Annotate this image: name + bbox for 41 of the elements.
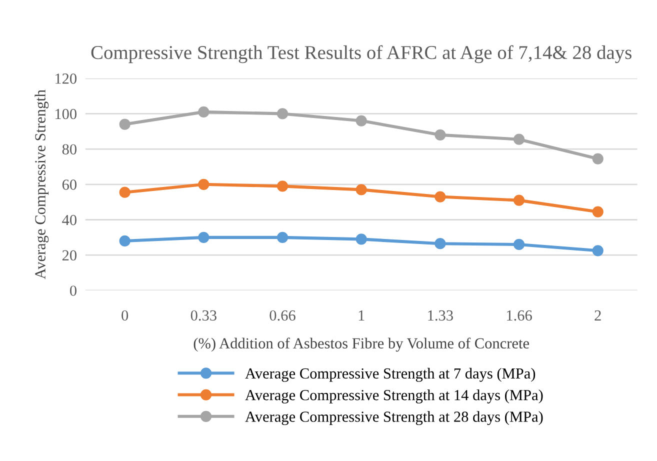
point: [356, 184, 367, 196]
legend-label: Average Compressive Strength at 7 days (MPa): [245, 368, 536, 382]
y-tick-label: 0: [70, 286, 76, 296]
point: [513, 194, 525, 206]
point: [119, 186, 130, 198]
legend-label: Average Compressive Strength at 14 days (MPa): [245, 390, 543, 404]
point: [198, 232, 210, 243]
point: [513, 134, 525, 145]
point: [592, 206, 604, 218]
x-tick-label: 0.66: [270, 310, 296, 321]
point: [119, 235, 130, 247]
x-tick-label: 1.66: [507, 310, 532, 321]
x-tick-label: 1: [358, 310, 364, 320]
x-tick-label: 1.33: [428, 310, 453, 321]
y-tick-label: 60: [62, 180, 76, 190]
point: [276, 232, 288, 243]
y-tick-label: 40: [62, 214, 76, 226]
point: [513, 238, 525, 250]
y-tick-label: 20: [62, 250, 76, 261]
point: [434, 129, 446, 140]
y-tick-label: 80: [62, 144, 76, 155]
y-tick-label: 120: [56, 74, 76, 84]
point: [356, 234, 367, 245]
y-axis-title: Average Compressive Strength: [34, 90, 49, 280]
legend-label: Average Compressive Strength at 28 days (MPa): [245, 411, 543, 426]
point: [434, 238, 446, 250]
x-axis-title: (%) Addition of Asbestos Fibre by Volume of Concrete: [194, 338, 530, 352]
chart-title: Compressive Strength Test Results of AFRC at Age of 7,14& 28 days: [91, 45, 632, 64]
x-tick-label: 0.33: [190, 310, 216, 321]
point: [276, 108, 288, 120]
x-tick-label: 2: [594, 310, 601, 320]
point: [356, 115, 367, 126]
point: [198, 106, 210, 118]
point: [198, 178, 210, 190]
point: [592, 245, 604, 256]
point: [276, 180, 288, 192]
point: [592, 153, 604, 164]
x-tick-label: 0: [122, 310, 128, 321]
y-tick-label: 100: [56, 108, 76, 120]
point: [119, 118, 130, 130]
point: [434, 191, 446, 202]
